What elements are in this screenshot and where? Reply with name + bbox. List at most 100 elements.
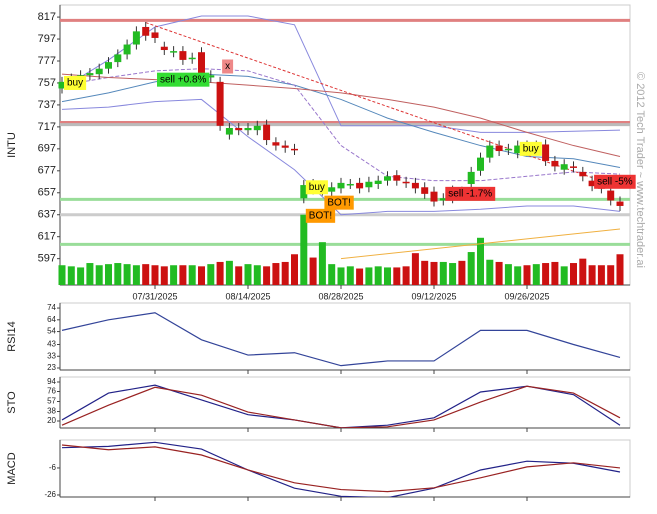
panel-frame xyxy=(59,376,631,429)
volume-bar xyxy=(170,265,178,285)
volume-bar xyxy=(142,264,150,285)
x-tick-label: 08/14/2025 xyxy=(225,291,270,301)
volume-bar xyxy=(542,263,550,285)
volume-bar xyxy=(393,267,401,285)
volume-bar xyxy=(281,261,289,285)
volume-bar xyxy=(244,264,252,285)
volume-bar xyxy=(449,263,457,285)
y-tick-label: 677 xyxy=(38,165,56,177)
volume-bar xyxy=(151,265,159,285)
volume-bar xyxy=(95,265,103,285)
volume-bar xyxy=(300,214,308,285)
candle xyxy=(337,182,345,189)
candle xyxy=(560,164,568,170)
volume-bar xyxy=(411,253,419,285)
x-tick-label: 09/26/2025 xyxy=(504,291,549,301)
volume-bar xyxy=(216,261,224,285)
candle xyxy=(570,166,577,168)
volume-bar xyxy=(309,257,317,285)
candle xyxy=(356,182,364,189)
y-tick-label: 657 xyxy=(38,187,56,199)
x-tick-label: 07/31/2025 xyxy=(132,291,177,301)
volume-bar xyxy=(263,266,271,285)
plot-area xyxy=(61,384,621,428)
candle xyxy=(86,73,94,76)
x-tick-label: 08/28/2025 xyxy=(318,291,363,301)
signal-label-bg xyxy=(222,59,234,74)
candle xyxy=(142,26,150,36)
volume-bar xyxy=(523,265,531,285)
volume-bar xyxy=(588,265,596,285)
signal-label-bg xyxy=(519,141,542,156)
volume-bar xyxy=(356,268,364,285)
candle xyxy=(467,171,475,184)
y-tick-label: 617 xyxy=(38,231,56,243)
plot-area xyxy=(61,441,621,497)
candle xyxy=(151,32,159,38)
candle xyxy=(430,191,438,202)
y-tick-label: -6 xyxy=(49,463,57,472)
y-tick-label: 737 xyxy=(38,99,56,111)
volume-bar xyxy=(616,254,624,285)
signal-label: sell -5% xyxy=(597,176,633,187)
candle xyxy=(579,171,587,177)
candle xyxy=(495,145,503,152)
volume-bar xyxy=(570,263,577,285)
candle xyxy=(105,62,112,69)
y-tick-label: 797 xyxy=(38,33,56,45)
volume-bar xyxy=(504,264,512,285)
candle xyxy=(95,68,103,75)
candle xyxy=(402,181,410,184)
y-tick-label: 74 xyxy=(47,303,56,312)
signal-label-bg xyxy=(445,186,496,201)
candle xyxy=(328,187,336,192)
volume-bar xyxy=(374,266,382,285)
candle xyxy=(616,201,624,206)
indicator-line xyxy=(61,444,621,493)
indicator-line xyxy=(61,312,621,367)
volume-bar xyxy=(579,258,587,285)
y-tick-label: 717 xyxy=(38,121,56,133)
y-tick-label: 43 xyxy=(47,340,56,349)
candle xyxy=(514,145,522,154)
candle xyxy=(393,175,401,181)
volume-bar xyxy=(114,263,122,285)
volume-bar xyxy=(495,261,503,285)
trend-line xyxy=(340,228,621,260)
signal-label: buy xyxy=(523,143,539,154)
signal-label: sell +0.8% xyxy=(160,74,207,85)
y-axis-label: INTU xyxy=(6,132,18,158)
candle xyxy=(225,127,233,135)
candle xyxy=(160,46,168,51)
candle xyxy=(365,181,373,188)
volume-bar xyxy=(318,242,326,285)
candle xyxy=(58,81,66,89)
candle xyxy=(346,183,354,186)
overlay-line xyxy=(61,98,621,216)
candle xyxy=(179,51,187,60)
volume-bar xyxy=(272,263,280,285)
signal-label: sell -1.7% xyxy=(448,189,492,200)
candle xyxy=(384,176,391,181)
volume-bar xyxy=(402,266,410,285)
indicator-line xyxy=(61,384,621,428)
overlay-line xyxy=(61,68,621,182)
volume-bar xyxy=(105,264,112,285)
y-axis-label: STO xyxy=(6,391,18,414)
signal-label: BOT! xyxy=(309,210,332,221)
signal-label: buy xyxy=(309,182,325,193)
volume-bar xyxy=(328,264,336,285)
y-tick-label: -26 xyxy=(44,490,56,499)
candle xyxy=(123,44,131,55)
overlay-line xyxy=(61,73,621,169)
volume-bar xyxy=(532,264,540,285)
signal-label-bg xyxy=(157,72,210,87)
y-tick-label: 817 xyxy=(38,11,56,23)
trend-line xyxy=(145,22,621,188)
candle xyxy=(188,57,196,60)
signal-label: x xyxy=(225,61,230,72)
candle xyxy=(244,127,252,131)
volume-bar xyxy=(337,267,345,285)
volume-bar xyxy=(253,265,261,285)
